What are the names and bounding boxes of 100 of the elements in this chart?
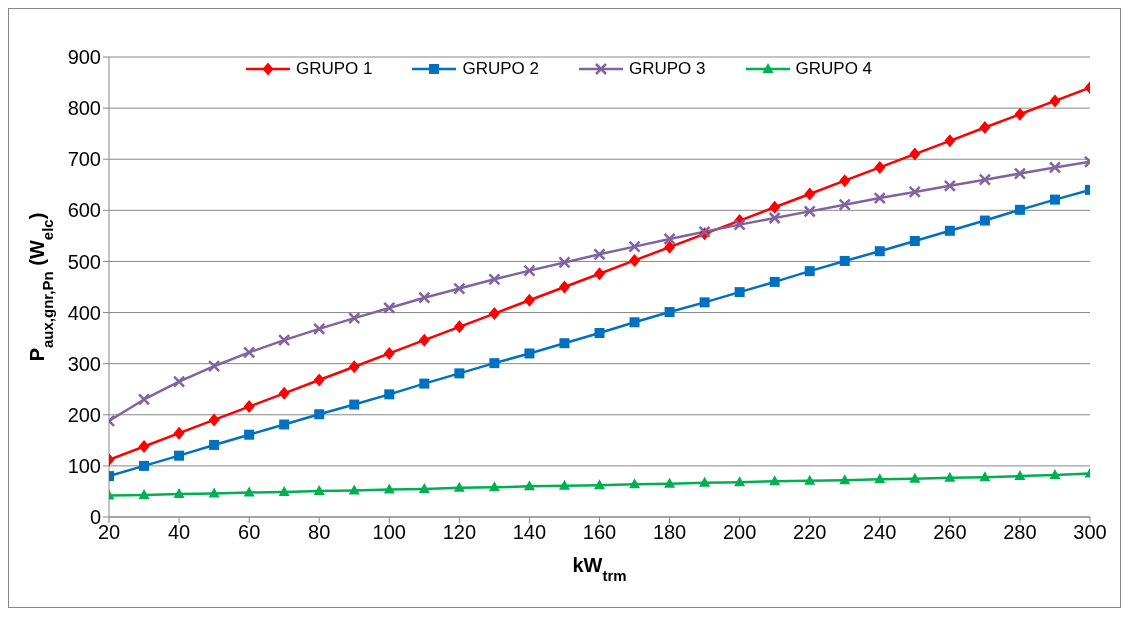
point: [1014, 107, 1026, 121]
point: [909, 236, 920, 246]
point: [1049, 194, 1060, 205]
point: [173, 488, 185, 498]
point: [453, 282, 466, 295]
point: [523, 480, 535, 491]
x-tick-label: 120: [442, 521, 477, 544]
point: [207, 359, 221, 373]
y-tick-label: 100: [67, 454, 101, 477]
point: [242, 346, 256, 359]
point: [488, 273, 501, 286]
x-tick-label: 240: [863, 521, 897, 544]
point: [804, 187, 816, 201]
point: [699, 476, 711, 487]
point: [419, 378, 430, 389]
point: [208, 413, 220, 427]
y-tick-label: 500: [67, 250, 101, 273]
x-tick-label: 80: [308, 521, 331, 544]
point: [594, 267, 605, 281]
point: [804, 474, 816, 485]
x-tick-label: 60: [238, 521, 261, 544]
point: [138, 439, 150, 453]
legend-label: GRUPO 3: [628, 59, 706, 79]
x-tick-label: 280: [1003, 521, 1037, 544]
point: [593, 248, 606, 261]
point: [1049, 94, 1061, 108]
point: [769, 200, 781, 214]
y-tick-label: 900: [67, 46, 101, 69]
point: [664, 477, 676, 488]
x-tick-label: 220: [793, 521, 827, 544]
point: [489, 358, 500, 369]
point: [243, 400, 255, 414]
point: [769, 475, 781, 486]
point: [734, 287, 745, 298]
y-tick-label: 400: [67, 301, 101, 324]
point: [699, 297, 710, 308]
point: [594, 328, 605, 338]
legend-label: GRUPO 4: [794, 59, 873, 79]
point: [137, 393, 151, 406]
point: [733, 218, 746, 231]
point: [383, 483, 395, 494]
point: [804, 266, 815, 277]
legend-label: GRUPO 1: [294, 59, 373, 79]
y-tick-label: 600: [67, 199, 101, 222]
point: [1049, 469, 1061, 480]
point: [874, 246, 885, 257]
point: [629, 317, 640, 328]
y-tick-label: 200: [67, 403, 101, 426]
x-tick-label: 100: [372, 521, 406, 544]
x-tick-label: 140: [512, 521, 547, 544]
point: [839, 474, 851, 485]
point: [173, 426, 185, 440]
point: [172, 375, 186, 388]
point: [349, 399, 360, 410]
point: [944, 134, 956, 148]
point: [874, 160, 886, 174]
x-tick-label: 40: [167, 521, 191, 544]
point: [313, 484, 325, 495]
point: [279, 419, 290, 430]
point: [384, 389, 395, 400]
point: [873, 191, 887, 205]
point: [313, 373, 325, 387]
point: [944, 471, 956, 482]
point: [383, 301, 396, 315]
point: [523, 264, 536, 277]
point: [943, 179, 957, 193]
point: [314, 409, 325, 420]
legend-label: GRUPO 2: [461, 59, 539, 79]
point: [629, 478, 641, 489]
point: [209, 439, 220, 450]
point: [243, 486, 255, 497]
x-tick-label: 200: [722, 521, 757, 544]
point: [558, 479, 570, 490]
point: [978, 173, 992, 186]
point: [734, 476, 746, 487]
point: [278, 485, 290, 496]
point: [418, 482, 430, 493]
point: [312, 322, 326, 336]
point: [174, 450, 185, 461]
point: [383, 346, 395, 360]
point: [244, 429, 255, 440]
point: [874, 473, 886, 484]
point: [664, 307, 675, 318]
point: [453, 481, 465, 492]
point: [138, 489, 150, 500]
point: [944, 225, 955, 236]
y-tick-label: 700: [67, 148, 101, 171]
point: [769, 276, 780, 287]
point: [348, 311, 361, 325]
point: [277, 333, 291, 347]
point: [559, 338, 570, 349]
point: [453, 320, 465, 334]
x-tick-label: 260: [933, 521, 967, 544]
point: [629, 253, 641, 267]
point: [1048, 161, 1062, 174]
point: [558, 256, 571, 269]
point: [523, 293, 535, 307]
x-tick-label: 160: [582, 521, 617, 544]
point: [664, 240, 676, 254]
x-tick-label: 180: [652, 521, 687, 544]
